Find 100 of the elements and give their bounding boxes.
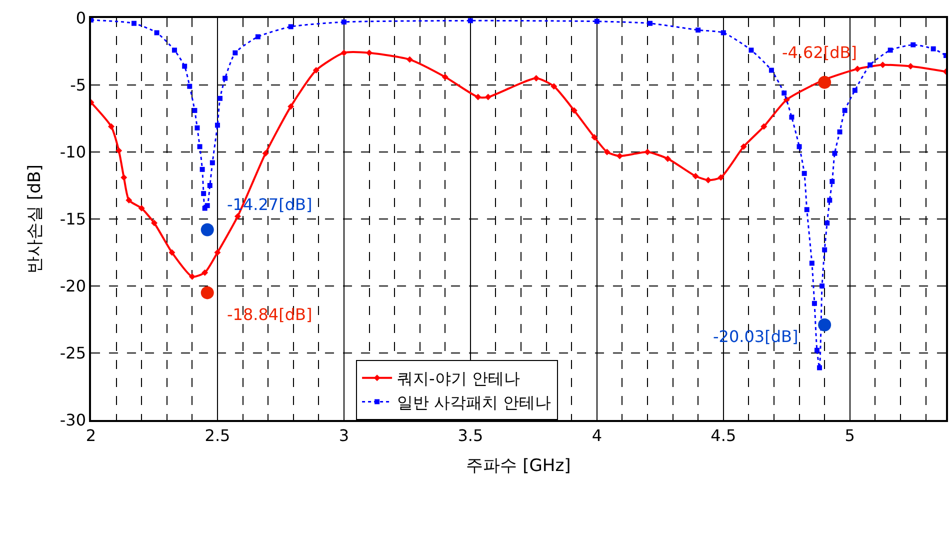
point (200, 286, 214, 300)
point (594, 18, 600, 24)
point (288, 103, 294, 110)
point (720, 30, 726, 36)
legend-label: 일반 사각패치 안테나 (397, 392, 552, 412)
point (930, 46, 936, 52)
point (648, 20, 653, 26)
point (214, 249, 221, 256)
point (748, 48, 754, 53)
point (818, 318, 832, 332)
point (214, 122, 220, 128)
point (201, 191, 206, 196)
point (852, 88, 858, 93)
point (132, 20, 136, 26)
point (604, 148, 610, 156)
point (288, 24, 294, 30)
point (126, 196, 132, 204)
point (768, 68, 774, 73)
point (814, 348, 820, 353)
point (837, 129, 842, 134)
x-tick-label: 2 (86, 426, 96, 445)
y-tick-label: 0 (76, 8, 86, 28)
point (340, 50, 348, 56)
point (664, 155, 671, 162)
point (366, 50, 372, 56)
point (718, 174, 724, 181)
point (172, 48, 177, 53)
point (570, 107, 578, 114)
point (218, 96, 223, 101)
point (802, 170, 807, 176)
point (341, 20, 346, 25)
point (888, 48, 893, 53)
x-tick-label: 5 (844, 426, 855, 445)
point (907, 62, 914, 70)
x-tick-label: 4 (592, 426, 602, 445)
point (484, 94, 492, 100)
y-tick-label: -5 (70, 76, 86, 95)
point (820, 284, 825, 288)
point (550, 83, 558, 90)
y-axis-title: 반사손실 [dB] (24, 164, 45, 274)
point (854, 66, 861, 72)
point (616, 152, 623, 160)
point (692, 172, 699, 180)
point (822, 247, 828, 252)
point (644, 148, 651, 156)
point (804, 207, 810, 212)
y-tick-label: -25 (60, 344, 86, 363)
y-tick-label: -30 (60, 410, 86, 430)
point (696, 28, 701, 33)
point (194, 125, 200, 130)
point (817, 365, 822, 370)
point (255, 34, 260, 40)
point (824, 220, 830, 226)
point (138, 205, 145, 212)
point (827, 198, 832, 203)
point (234, 213, 241, 220)
point (312, 67, 320, 74)
point (262, 150, 269, 157)
point (168, 249, 176, 256)
point (222, 76, 228, 81)
point (868, 62, 873, 68)
legend-label: 쿼지-야기 안테나 (397, 369, 520, 388)
point (116, 147, 122, 154)
x-axis-title: 주파수 [GHz] (466, 456, 571, 476)
point (842, 108, 848, 113)
x-tick-label: 4.5 (710, 426, 736, 445)
point (187, 84, 192, 89)
point (796, 144, 802, 150)
point (830, 178, 835, 184)
point (910, 42, 916, 48)
x-tick-label: 3 (338, 426, 350, 445)
point (197, 144, 202, 150)
point (150, 220, 158, 226)
point (832, 150, 838, 156)
point (192, 108, 198, 113)
point (704, 176, 712, 184)
point (474, 94, 482, 100)
point (406, 56, 413, 63)
point (207, 183, 212, 188)
point (200, 166, 205, 172)
point (760, 123, 768, 130)
point (202, 269, 208, 276)
point (812, 300, 817, 306)
y-tick-label: -15 (60, 210, 86, 229)
point (154, 30, 160, 36)
annotation: -18.84[dB] (227, 305, 312, 324)
y-tick-label: -10 (60, 142, 86, 162)
point (468, 18, 473, 24)
point (182, 64, 188, 69)
point (232, 50, 238, 56)
point (880, 62, 886, 68)
point (210, 160, 215, 166)
point (782, 90, 787, 96)
y-tick-label: -20 (60, 276, 86, 296)
point (740, 143, 747, 150)
point (809, 260, 814, 266)
point (591, 134, 598, 141)
point (442, 74, 448, 80)
x-tick-label: 3.5 (458, 426, 484, 445)
point (188, 273, 196, 280)
